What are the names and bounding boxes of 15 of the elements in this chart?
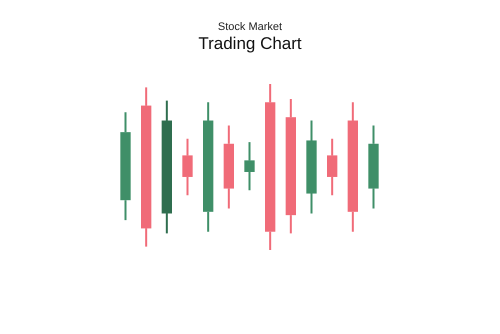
candlestick: [162, 100, 172, 234]
candlestick: [203, 101, 214, 233]
chart-subtitle: Stock Market: [218, 21, 282, 33]
candlestick: [368, 124, 379, 210]
candlestick: [286, 98, 296, 234]
candlestick: [182, 138, 193, 196]
candlestick: [244, 141, 255, 192]
chart-title: Trading Chart: [198, 34, 302, 53]
candlestick: [120, 111, 131, 222]
candlestick: [327, 138, 338, 196]
candlestick: [224, 124, 234, 210]
candlestick: [265, 83, 276, 251]
candlestick: [306, 120, 317, 214]
candlestick: [141, 86, 152, 248]
candlestick: [348, 101, 358, 233]
